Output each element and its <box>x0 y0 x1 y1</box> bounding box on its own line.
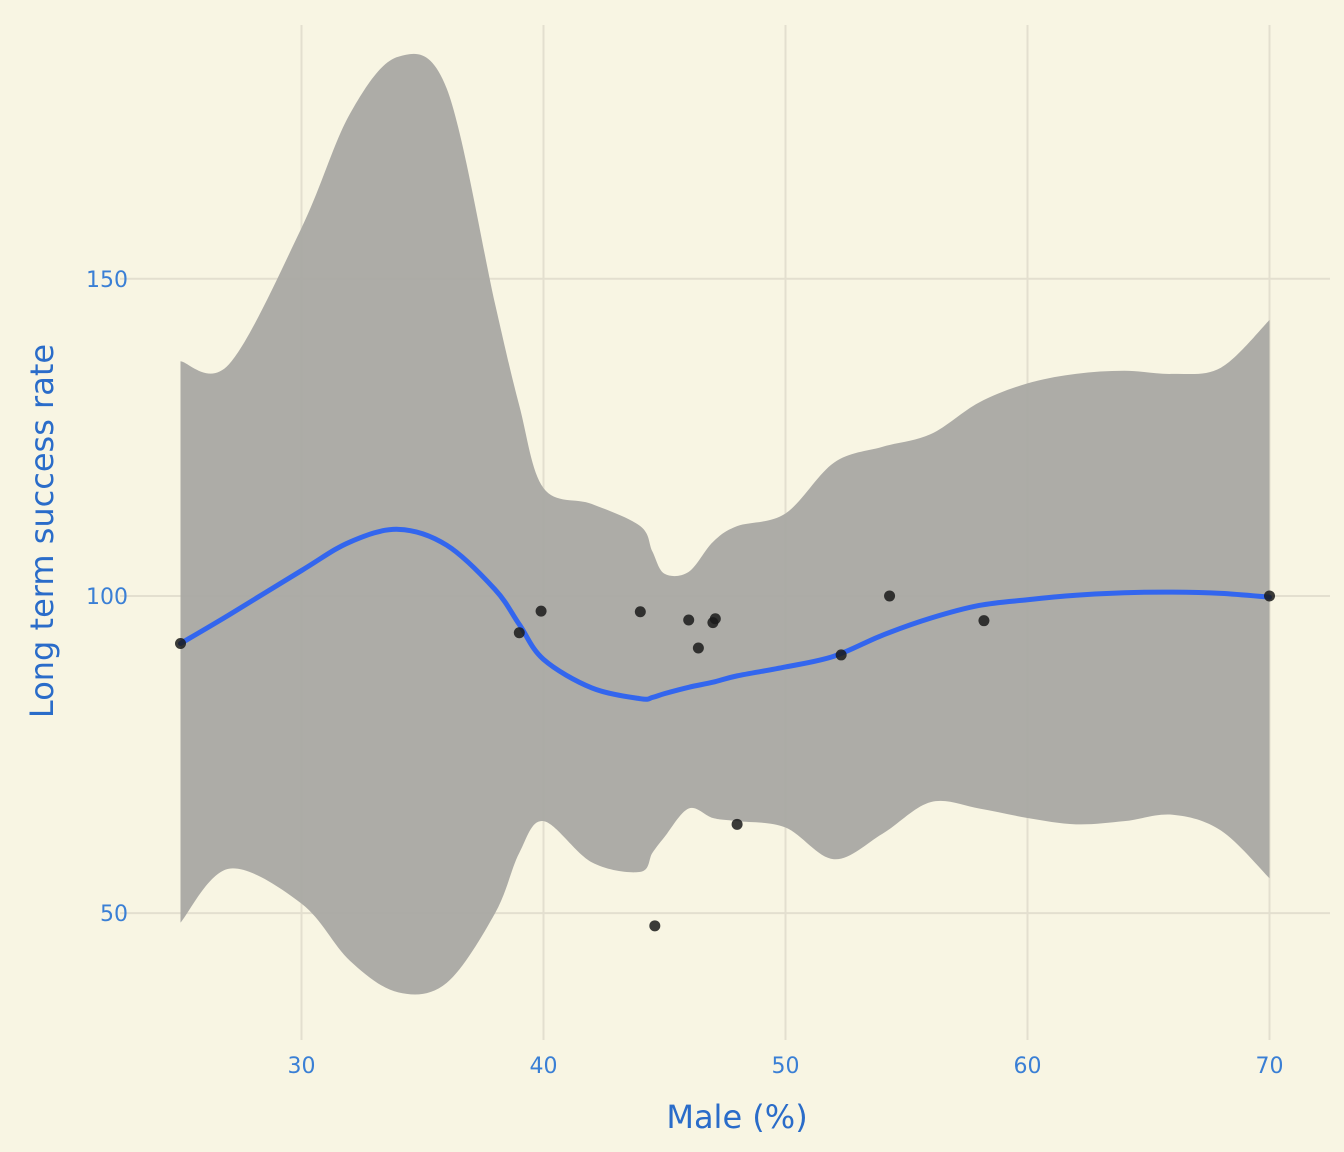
y-tick-label-150: 150 <box>86 268 128 293</box>
y-tick-label-50: 50 <box>100 902 128 927</box>
x-axis-title: Male (%) <box>666 1098 807 1136</box>
x-tick-label-40: 40 <box>530 1054 558 1079</box>
x-tick-label-50: 50 <box>772 1054 800 1079</box>
data-point-5 <box>649 920 661 932</box>
data-point-10 <box>731 818 743 830</box>
data-point-1 <box>175 638 186 650</box>
data-point-14 <box>1264 590 1275 602</box>
x-tick-label-60: 60 <box>1014 1054 1042 1079</box>
data-point-11 <box>835 649 847 661</box>
data-point-3 <box>535 605 547 617</box>
data-point-6 <box>683 614 695 626</box>
data-point-13 <box>978 615 990 627</box>
y-axis-title: Long term success rate <box>23 344 61 718</box>
tick-labels: 30 40 50 60 70 50 100 150 <box>86 268 1284 1079</box>
x-tick-label-70: 70 <box>1256 1054 1284 1079</box>
confidence-band-area <box>180 53 1270 995</box>
smooth-line-layer <box>178 526 1272 702</box>
data-point-2 <box>513 627 525 639</box>
smooth-line <box>178 526 1272 702</box>
x-tick-label-30: 30 <box>288 1054 316 1079</box>
y-tick-label-100: 100 <box>86 585 128 610</box>
data-point-4 <box>634 606 646 618</box>
confidence-band <box>180 53 1270 995</box>
data-point-9 <box>709 613 721 625</box>
data-points <box>175 590 1275 932</box>
data-point-7 <box>692 642 704 654</box>
data-point-12 <box>884 590 896 602</box>
